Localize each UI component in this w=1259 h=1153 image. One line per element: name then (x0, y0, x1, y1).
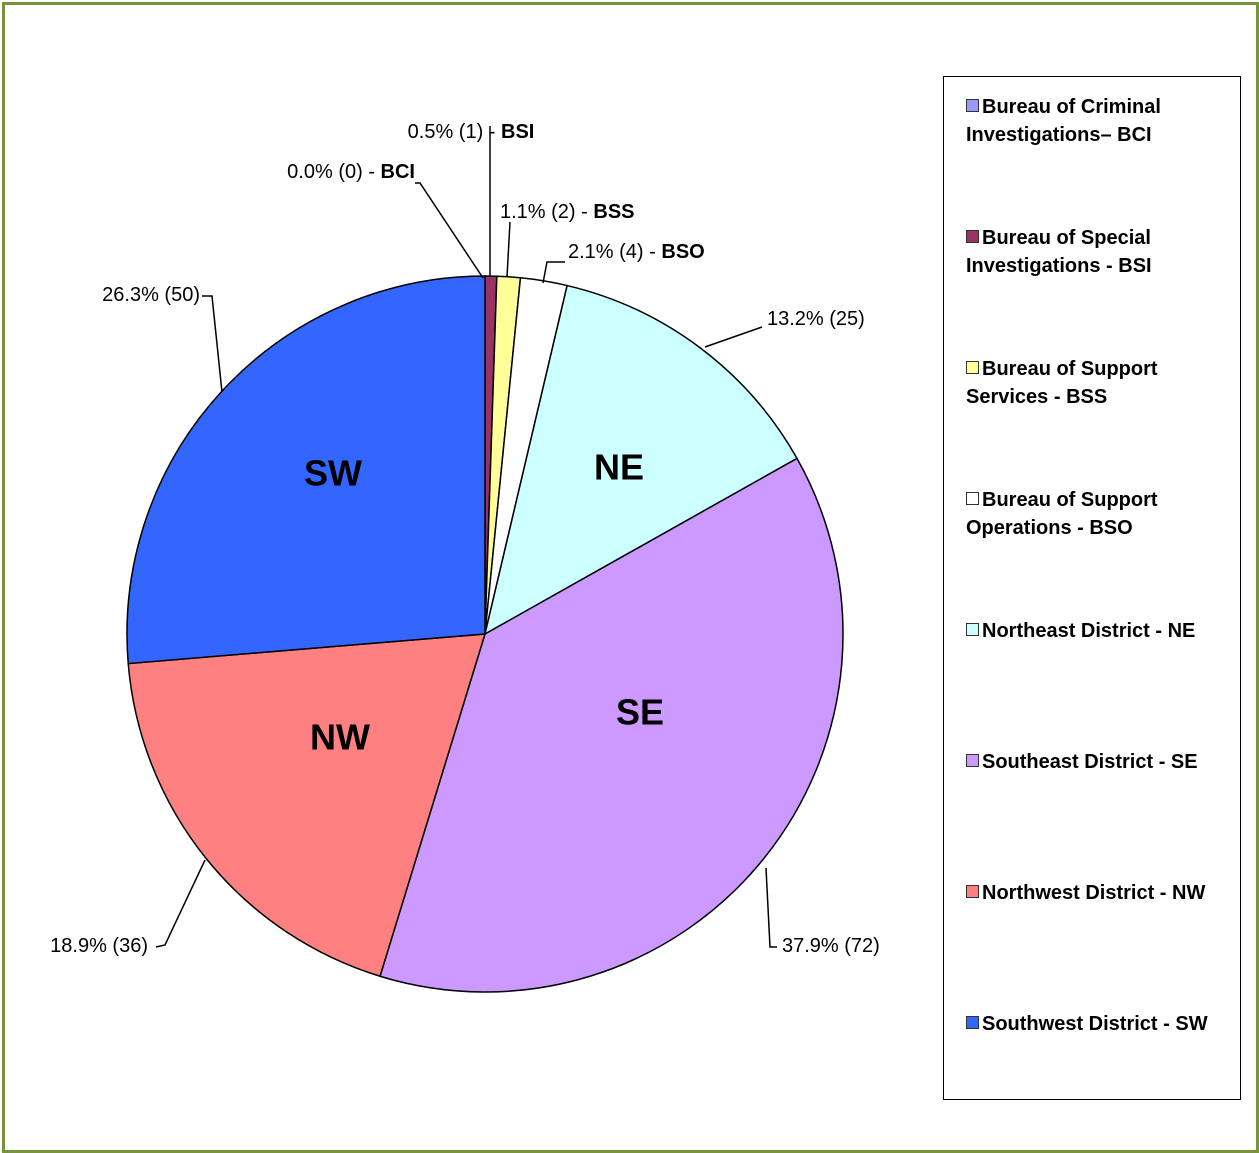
legend-label: Bureau of Special Investigations - BSI (966, 227, 1152, 277)
value-label: 26.3% (50) (102, 284, 200, 306)
legend-entry: Northwest District - NW (966, 879, 1216, 907)
legend-swatch (966, 1016, 979, 1029)
slice-label: 0.0% (0) - BCI (287, 161, 415, 183)
legend-label: Bureau of Support Services - BSS (966, 358, 1158, 408)
short-name: BSS (593, 201, 634, 223)
value-label: 13.2% (25) (767, 308, 865, 330)
pie-slice (379, 457, 844, 993)
slice-name: SW (304, 453, 362, 494)
legend-swatch (966, 361, 979, 374)
slice-label: 26.3% (50) (102, 284, 200, 306)
leader-line (765, 867, 777, 948)
legend-swatch (966, 754, 979, 767)
legend-entry: Bureau of Criminal Investigations– BCI (966, 93, 1216, 149)
slice-name: SE (616, 692, 664, 733)
leader-line (415, 182, 484, 279)
slice-name: NE (594, 447, 644, 488)
legend-swatch (966, 885, 979, 898)
value-label: 0.5% (1) - (408, 121, 496, 143)
slice-label: 37.9% (72) (782, 935, 880, 957)
value-label: 1.1% (2) - (500, 201, 588, 223)
short-name: BSO (661, 241, 704, 263)
legend-entry: Southwest District - SW (966, 1010, 1216, 1038)
value-label: 37.9% (72) (782, 935, 880, 957)
slice-label: 0.5% (1) - BSI (408, 121, 535, 143)
slice-label: 18.9% (36) (50, 935, 148, 957)
legend-swatch (966, 492, 979, 505)
legend-swatch (966, 623, 979, 636)
slice-name: NW (310, 717, 370, 758)
legend-entry: Bureau of Support Operations - BSO (966, 486, 1216, 542)
short-name: BSI (501, 121, 534, 143)
pie-slice (483, 284, 799, 636)
value-label: 18.9% (36) (50, 935, 148, 957)
legend-label: Northwest District - NW (982, 882, 1206, 904)
leader-line (155, 859, 206, 948)
slice-label: 2.1% (4) - BSO (568, 241, 705, 263)
legend-label: Southeast District - SE (982, 751, 1198, 773)
legend-label: Northeast District - NE (982, 620, 1196, 642)
leader-line (542, 261, 565, 284)
legend-label: Bureau of Criminal Investigations– BCI (966, 96, 1161, 146)
leader-line (704, 326, 763, 348)
slice-label: 1.1% (2) - BSS (500, 201, 635, 223)
value-label: 0.0% (0) - (287, 161, 375, 183)
legend-entry: Northeast District - NE (966, 617, 1216, 645)
pie-slice (127, 633, 487, 978)
legend: Bureau of Criminal Investigations– BCI Bu… (943, 76, 1241, 1100)
value-label: 2.1% (4) - (568, 241, 656, 263)
legend-label: Bureau of Support Operations - BSO (966, 489, 1158, 539)
slice-label: 13.2% (25) (767, 308, 865, 330)
legend-entry: Southeast District - SE (966, 748, 1216, 776)
legend-entry: Bureau of Special Investigations - BSI (966, 224, 1216, 280)
legend-swatch (966, 230, 979, 243)
legend-label: Southwest District - SW (982, 1013, 1208, 1035)
leader-line (202, 295, 223, 393)
short-name: BCI (381, 161, 415, 183)
leader-line (506, 221, 511, 278)
legend-entry: Bureau of Support Services - BSS (966, 355, 1216, 411)
legend-swatch (966, 99, 979, 112)
